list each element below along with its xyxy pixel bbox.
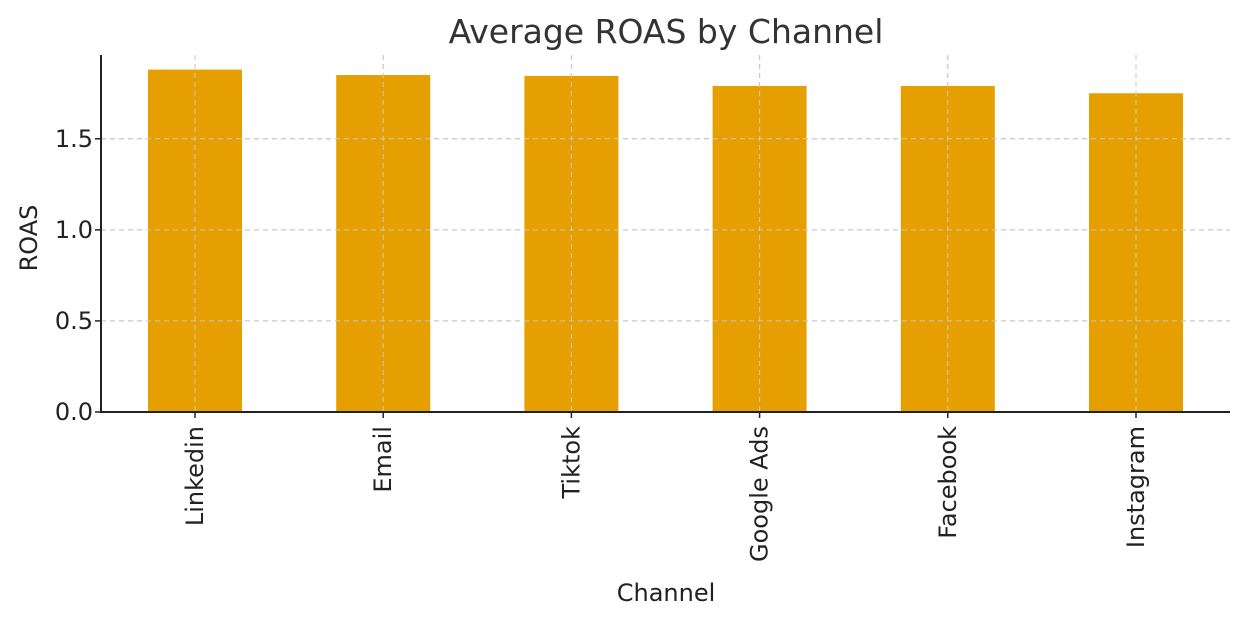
x-axis-label: Channel <box>617 579 716 607</box>
x-tick-label: Linkedin <box>181 426 209 526</box>
chart-title: Average ROAS by Channel <box>449 12 884 51</box>
y-tick-label: 1.5 <box>55 125 93 153</box>
grid <box>101 55 1230 412</box>
y-axis-label: ROAS <box>15 205 43 272</box>
x-tick-label: Google Ads <box>746 426 774 562</box>
x-tick-label: Tiktok <box>557 426 585 500</box>
y-tick-label: 0.0 <box>55 398 93 426</box>
x-tick-label: Facebook <box>934 426 962 539</box>
x-tick-label: Email <box>369 426 397 493</box>
bars <box>101 55 1230 413</box>
y-tick-label: 1.0 <box>55 216 93 244</box>
y-ticks: 0.0 0.5 1.0 1.5 <box>55 125 101 426</box>
x-ticks: Linkedin Email Tiktok Google Ads Facebook Ins… <box>181 412 1150 562</box>
axes <box>100 55 1230 413</box>
y-tick-label: 0.5 <box>55 307 93 335</box>
x-tick-label: Instagram <box>1122 426 1150 548</box>
